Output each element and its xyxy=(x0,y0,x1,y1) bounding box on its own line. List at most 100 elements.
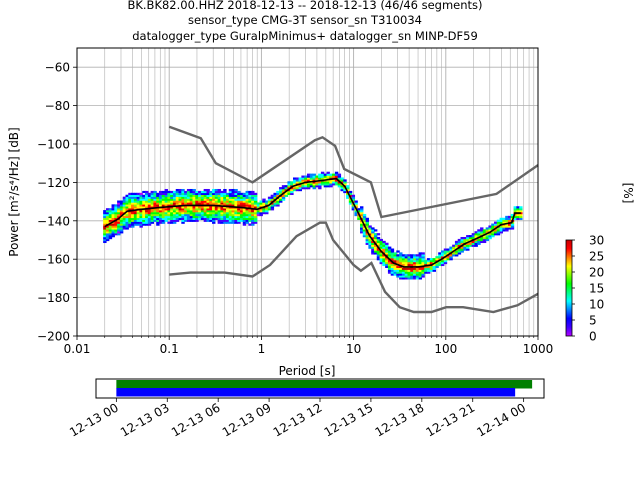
noise-models xyxy=(168,125,539,314)
heatmap-cell xyxy=(468,235,473,238)
heatmap-cell xyxy=(519,210,523,213)
heatmap-cell xyxy=(290,188,294,192)
heatmap-cell xyxy=(172,208,177,211)
heatmap-cell xyxy=(122,215,127,219)
heatmap-cell xyxy=(334,173,339,176)
heatmap-cell xyxy=(312,181,316,184)
heatmap-cell xyxy=(251,215,255,219)
heatmap-cell xyxy=(401,258,406,261)
heatmap-cell xyxy=(103,231,107,234)
heatmap-cell xyxy=(117,200,121,203)
heatmap-cell xyxy=(242,219,247,222)
heatmap-cell xyxy=(220,213,224,217)
heatmap-cell xyxy=(175,212,180,215)
heatmap-cell xyxy=(457,242,462,245)
x-axis-ticks: 0.01 0.1 1 10 100 1000 xyxy=(64,336,553,356)
heatmap-cell xyxy=(178,198,182,201)
timeline-bars xyxy=(116,380,533,397)
heatmap-cell xyxy=(410,261,414,265)
heatmap-cell xyxy=(108,235,113,238)
heatmap-cell xyxy=(421,271,425,274)
heatmap-cell xyxy=(407,267,411,270)
heatmap-cell xyxy=(496,219,501,222)
heatmap-cell xyxy=(454,250,459,253)
heatmap-cell xyxy=(351,196,356,199)
heatmap-cell xyxy=(158,215,163,219)
heatmap-cell xyxy=(505,217,509,220)
heatmap-cell xyxy=(170,192,174,196)
heatmap-cell xyxy=(125,213,129,217)
heatmap-cell xyxy=(298,188,302,192)
heatmap-cell xyxy=(404,260,409,263)
heatmap-cell xyxy=(181,212,185,215)
heatmap-cell xyxy=(206,215,210,219)
heatmap-cell xyxy=(206,212,210,215)
heatmap-cell xyxy=(105,227,110,230)
heatmap-cell xyxy=(184,208,188,211)
heatmap-cell xyxy=(298,185,302,188)
heatmap-cell xyxy=(192,206,196,209)
heatmap-cell xyxy=(248,217,252,220)
heatmap-cell xyxy=(133,219,138,222)
heatmap-cell xyxy=(136,206,141,209)
heatmap-cell xyxy=(365,225,369,228)
heatmap-cell xyxy=(125,208,129,211)
heatmap-cell xyxy=(228,212,233,215)
heatmap-cell xyxy=(156,210,160,213)
heatmap-cell xyxy=(415,273,420,276)
heatmap-cell xyxy=(225,202,230,205)
heatmap-cell xyxy=(494,231,498,234)
heatmap-cell xyxy=(418,267,423,270)
heatmap-cell xyxy=(385,265,389,268)
heatmap-cell xyxy=(309,177,314,180)
heatmap-cell xyxy=(329,181,333,184)
heatmap-cell xyxy=(373,240,378,244)
heatmap-cell xyxy=(223,213,227,217)
heatmap-cell xyxy=(189,194,194,197)
heatmap-cell xyxy=(304,175,308,178)
heatmap-cell xyxy=(348,198,353,201)
heatmap-cell xyxy=(231,190,235,194)
heatmap-cell xyxy=(267,198,272,201)
heatmap-cell xyxy=(195,190,199,194)
heatmap-cell xyxy=(482,231,487,234)
heatmap-cell xyxy=(290,181,294,184)
heatmap-cell xyxy=(385,250,389,253)
heatmap-cell xyxy=(147,194,152,197)
heatmap-cell xyxy=(485,235,490,238)
heatmap-cell xyxy=(164,213,168,217)
heatmap-cell xyxy=(181,192,185,196)
heatmap-cell xyxy=(287,181,291,184)
heatmap-cell xyxy=(376,236,381,240)
heatmap-cell xyxy=(200,194,205,197)
heatmap-cell xyxy=(401,261,406,265)
heatmap-cell xyxy=(231,198,235,201)
low-noise-model-line xyxy=(169,221,539,314)
heatmap-cell xyxy=(114,213,118,217)
heatmap-cell xyxy=(164,192,168,196)
heatmap-cell xyxy=(424,269,428,272)
heatmap-cell xyxy=(111,206,115,209)
heatmap-cell xyxy=(276,192,280,196)
heatmap-cell xyxy=(365,221,369,224)
heatmap-cell xyxy=(133,196,138,199)
heatmap-cell xyxy=(390,263,395,267)
heatmap-cell xyxy=(122,196,127,199)
heatmap-cell xyxy=(360,221,364,224)
heatmap-cell xyxy=(516,213,520,217)
heatmap-cell xyxy=(471,242,476,245)
heatmap-cell xyxy=(421,254,425,257)
heatmap-cell xyxy=(276,198,280,201)
heatmap-cell xyxy=(175,188,180,192)
heatmap-cell xyxy=(206,217,210,220)
heatmap-cell xyxy=(267,196,272,199)
heatmap-cell xyxy=(103,229,107,232)
heatmap-cell xyxy=(452,254,456,257)
y-tick-label: −200 xyxy=(37,330,70,344)
heatmap-cell xyxy=(105,229,110,232)
heatmap-cell xyxy=(198,198,202,201)
heatmap-cell xyxy=(198,202,202,205)
heatmap-cell xyxy=(237,217,241,220)
heatmap-cell xyxy=(122,206,127,209)
heatmap-cell xyxy=(371,235,375,238)
